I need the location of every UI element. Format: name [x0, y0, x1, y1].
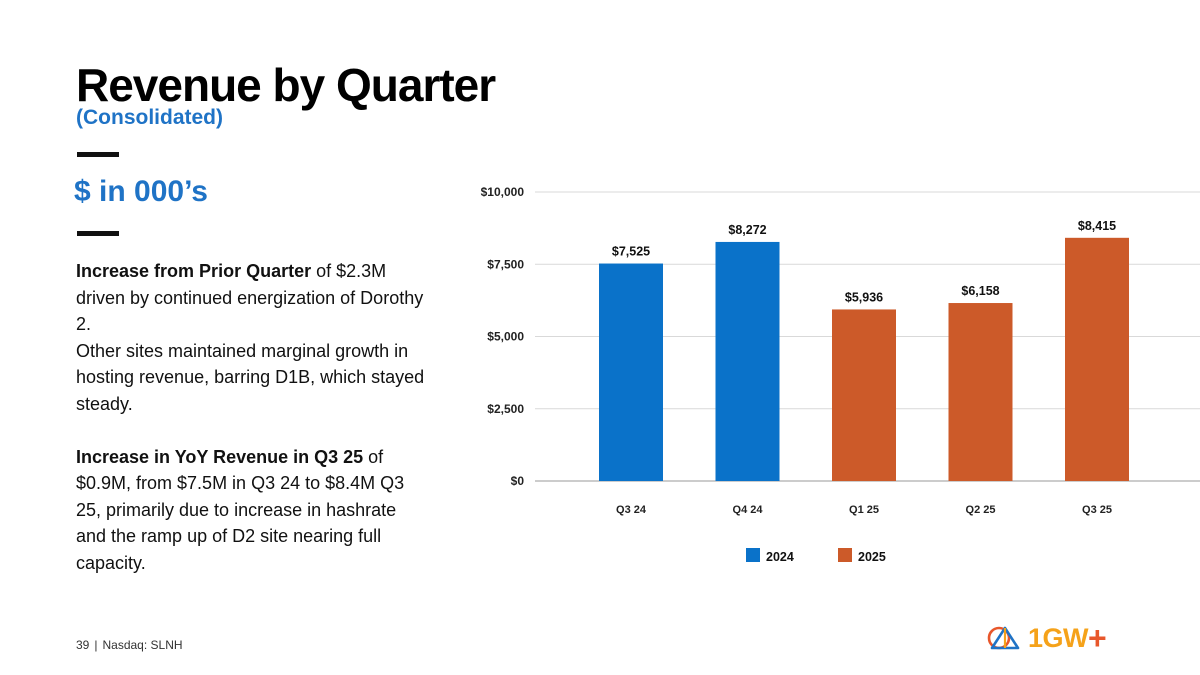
y-tick-label: $0 — [511, 474, 525, 488]
logo-text: 1GW — [1028, 622, 1089, 653]
bar — [599, 263, 663, 481]
commentary-p1-heading: Increase from Prior Quarter — [76, 261, 312, 281]
commentary-paragraph-1: Increase from Prior Quarter of $2.3M dri… — [76, 258, 426, 338]
data-label: $6,158 — [961, 284, 999, 298]
footer-separator: | — [94, 638, 98, 652]
bar — [832, 309, 896, 481]
divider-top — [77, 152, 119, 157]
logo-mark-icon — [987, 626, 1020, 650]
slide-subtitle: (Consolidated) — [76, 106, 223, 129]
divider-bottom — [77, 231, 119, 236]
units-label: $ in 000’s — [74, 175, 208, 208]
commentary: Increase from Prior Quarter of $2.3M dri… — [76, 258, 426, 576]
y-tick-label: $7,500 — [487, 257, 524, 271]
commentary-p3-heading: Increase in YoY Revenue in Q3 25 — [76, 446, 364, 467]
legend-swatch — [838, 548, 852, 562]
y-tick-label: $10,000 — [481, 185, 525, 199]
commentary-paragraph-3: Increase in YoY Revenue in Q3 25 of $0.9… — [76, 444, 426, 577]
page-number: 39 — [76, 638, 90, 652]
legend-label: 2025 — [858, 550, 886, 564]
y-tick-label: $2,500 — [487, 402, 524, 416]
footer: 39 | Nasdaq: SLNH — [76, 638, 183, 652]
footer-ticker: Nasdaq: SLNH — [102, 638, 183, 652]
x-tick-label: Q3 25 — [1082, 504, 1112, 516]
bar — [715, 241, 780, 481]
legend-label: 2024 — [766, 550, 794, 564]
legend-swatch — [746, 548, 760, 562]
commentary-paragraph-2: Other sites maintained marginal growth i… — [76, 340, 425, 414]
x-tick-label: Q3 24 — [616, 504, 647, 516]
logo-plus: + — [1088, 620, 1107, 656]
x-tick-label: Q1 25 — [849, 504, 879, 516]
revenue-bar-chart: $0 $2,500 $5,000 $7,500 $10,000 $7,525 Q3 24 $8… — [481, 185, 1200, 564]
bar — [948, 303, 1013, 481]
x-tick-label: Q2 25 — [966, 504, 996, 516]
slide-title: Revenue by Quarter — [76, 59, 496, 111]
y-tick-label: $5,000 — [487, 330, 524, 344]
company-logo: 1GW + — [986, 622, 1107, 654]
commentary-p1-text: of $2.3M driven by continued energizatio… — [76, 261, 424, 334]
data-label: $8,415 — [1078, 219, 1116, 233]
data-label: $7,525 — [612, 245, 650, 259]
data-label: $8,272 — [728, 223, 766, 237]
bar — [1065, 237, 1129, 481]
commentary-p3-text: of $0.9M, from $7.5M in Q3 24 to $8.4M Q… — [76, 446, 405, 573]
data-label: $5,936 — [845, 290, 883, 304]
x-tick-label: Q4 24 — [733, 504, 764, 516]
